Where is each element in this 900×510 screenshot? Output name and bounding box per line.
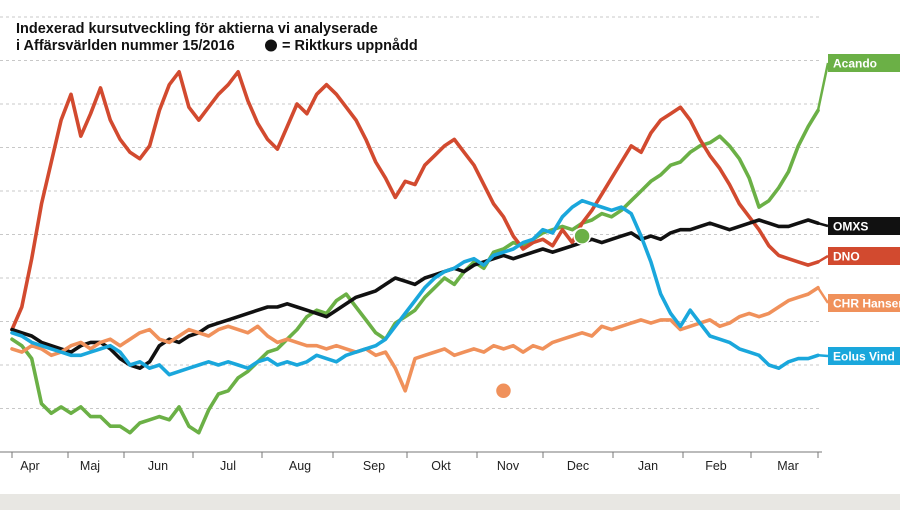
label-box-eolus-vind xyxy=(828,347,900,365)
series-line-omxs xyxy=(10,218,820,370)
x-tick-label-maj: Maj xyxy=(80,459,100,473)
leader-line-eolus-vind xyxy=(817,354,829,358)
series-line-eolus-vind xyxy=(10,198,820,377)
x-axis: Apr Maj Jun Jul Aug Sep Okt Nov Dec Jan Feb Mar xyxy=(11,452,819,473)
series-label-omxs: OMXS xyxy=(833,220,868,234)
target-markers xyxy=(494,227,591,400)
label-box-dno xyxy=(828,247,900,265)
leader-line-dno xyxy=(817,254,829,263)
target-reached-legend-dot xyxy=(265,39,277,52)
leader-line-omxs xyxy=(817,221,829,228)
chart-title: Indexerad kursutveckling för aktierna vi… xyxy=(10,18,530,54)
target-marker-chr-hansen xyxy=(494,382,513,400)
chart-title-line-1: Indexerad kursutveckling för aktierna vi… xyxy=(16,21,378,37)
series-line-dno xyxy=(10,70,820,332)
leader-line-chr-hansen xyxy=(816,287,830,304)
footer-bar xyxy=(0,494,900,510)
x-tick-label-apr: Apr xyxy=(20,459,39,473)
x-tick-label-jun: Jun xyxy=(148,459,168,473)
x-tick-label-dec: Dec xyxy=(567,459,589,473)
legend-label-target-reached: = Riktkurs uppnådd xyxy=(282,38,418,54)
target-marker-acando xyxy=(573,227,591,245)
label-box-acando xyxy=(828,54,900,72)
chart-title-line-2: i Affärsvärlden nummer 15/2016 xyxy=(16,38,235,54)
x-tick-label-okt: Okt xyxy=(431,459,451,473)
series-line-chr-hansen xyxy=(10,285,820,393)
x-tick-label-jul: Jul xyxy=(220,459,236,473)
series-line-acando xyxy=(10,108,820,435)
x-tick-label-jan: Jan xyxy=(638,459,658,473)
x-tick-label-nov: Nov xyxy=(497,459,520,473)
series-label-chr-hansen: CHR Hansen xyxy=(833,297,900,311)
series-label-dno: DNO xyxy=(833,250,860,264)
x-tick-label-sep: Sep xyxy=(363,459,385,473)
series-lines xyxy=(10,70,820,435)
series-label-acando: Acando xyxy=(833,57,877,71)
leader-line-acando xyxy=(816,62,830,111)
label-box-omxs xyxy=(828,217,900,235)
series-label-eolus-vind: Eolus Vind xyxy=(833,350,895,364)
x-tick-label-mar: Mar xyxy=(777,459,799,473)
label-box-chr-hansen xyxy=(828,294,900,312)
series-end-labels: Acando OMXS DNO CHR Hansen Eolus Vind xyxy=(816,54,900,365)
x-tick-label-aug: Aug xyxy=(289,459,311,473)
gridlines xyxy=(0,16,822,453)
x-tick-label-feb: Feb xyxy=(705,459,727,473)
